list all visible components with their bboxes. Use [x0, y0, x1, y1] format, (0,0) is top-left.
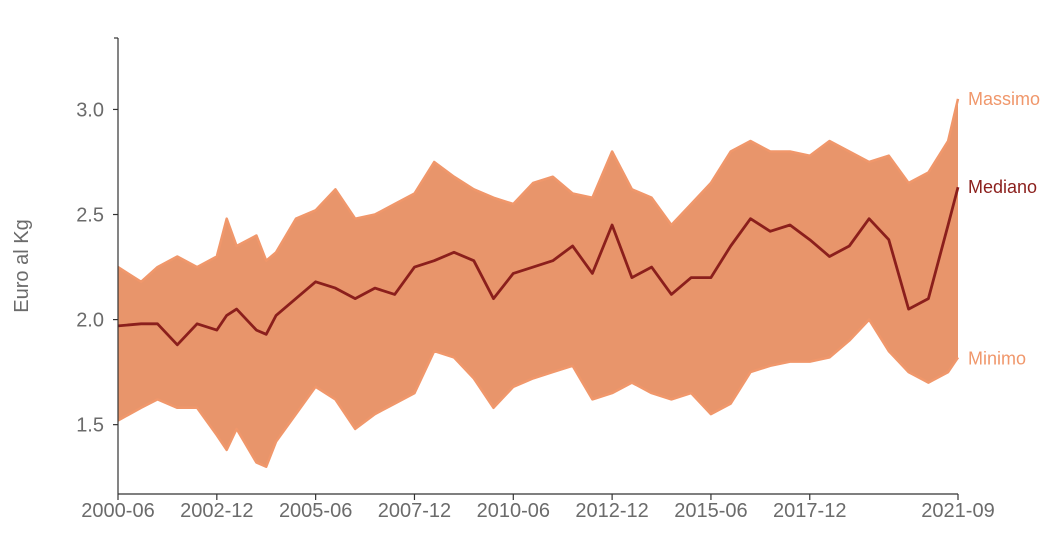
massimo-label: Massimo — [968, 89, 1040, 109]
y-tick-label: 1.5 — [76, 415, 104, 437]
x-tick-label: 2021-09 — [921, 500, 994, 522]
minimo-label: Minimo — [968, 348, 1026, 368]
y-tick-label: 2.5 — [76, 205, 104, 227]
y-tick-label: 3.0 — [76, 99, 104, 121]
series-labels: Massimo Mediano Minimo — [968, 89, 1040, 368]
y-axis-title: Euro al Kg — [11, 219, 33, 312]
x-tick-label: 2015-06 — [674, 500, 747, 522]
series-lines — [117, 98, 960, 468]
x-tick-label: 2002-12 — [180, 500, 253, 522]
x-tick-label: 2017-12 — [773, 500, 846, 522]
y-axis-ticks: 1.5 2.0 2.5 3.0 — [76, 99, 118, 437]
massimo-line — [117, 98, 960, 284]
mediano-line — [117, 186, 960, 347]
y-tick-label: 2.0 — [76, 310, 104, 332]
minimo-line — [117, 318, 960, 468]
x-tick-label: 2012-12 — [575, 500, 648, 522]
x-tick-label: 2010-06 — [477, 500, 550, 522]
x-tick-label: 2007-12 — [378, 500, 451, 522]
axes — [114, 37, 958, 495]
mediano-label: Mediano — [968, 177, 1037, 197]
x-tick-label: 2000-06 — [81, 500, 154, 522]
band-area — [118, 98, 958, 467]
x-tick-label: 2005-06 — [279, 500, 352, 522]
min-max-band — [118, 98, 958, 467]
x-axis-ticks: 2000-06 2002-12 2005-06 2007-12 2010-06 2012-… — [81, 494, 995, 522]
